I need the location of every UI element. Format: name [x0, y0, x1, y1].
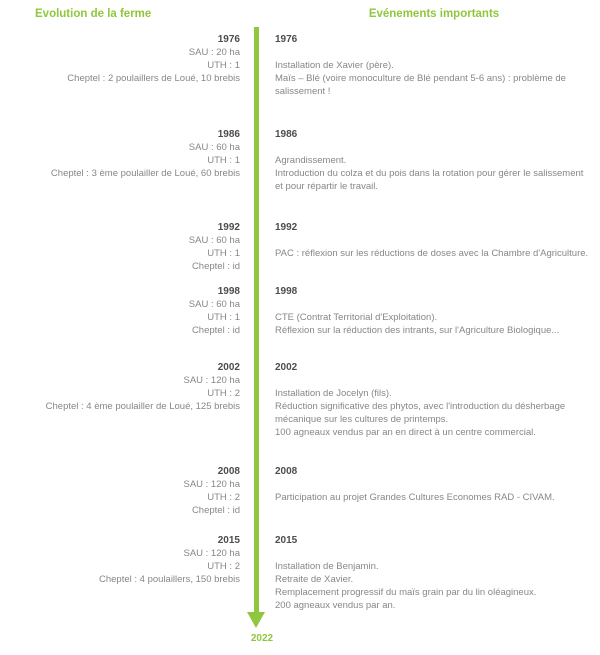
- event-block: 1998 CTE (Contrat Territorial d'Exploita…: [275, 285, 593, 337]
- timeline-axis-line: [254, 27, 259, 612]
- event-text: Maïs – Blé (voire monoculture de Blé pen…: [275, 73, 566, 97]
- farm-uth: UTH : 1: [207, 60, 240, 71]
- farm-year: 1992: [217, 222, 240, 233]
- farm-sau: SAU : 60 ha: [188, 299, 240, 310]
- farm-uth: UTH : 2: [207, 561, 240, 572]
- farm-state-block: 2008 SAU : 120 ha UTH : 2 Cheptel : id: [0, 465, 240, 517]
- farm-cheptel: Cheptel : 4 poulaillers, 150 brebis: [98, 574, 240, 585]
- event-text: Participation au projet Grandes Cultures…: [275, 492, 555, 503]
- farm-state-block: 1998 SAU : 60 ha UTH : 1 Cheptel : id: [0, 285, 240, 337]
- farm-uth: UTH : 2: [207, 492, 240, 503]
- event-year: 2008: [275, 466, 298, 477]
- event-lines: Installation de Xavier (père). Maïs – Blé…: [275, 59, 593, 98]
- farm-cheptel: Cheptel : 2 poulaillers de Loué, 10 breb…: [67, 73, 240, 84]
- left-column-header: Evolution de la ferme: [35, 8, 152, 20]
- farm-sau: SAU : 120 ha: [183, 548, 240, 559]
- farm-state-block: 1976 SAU : 20 ha UTH : 1 Cheptel : 2 pou…: [0, 33, 240, 85]
- right-column-header: Evénements importants: [368, 8, 500, 20]
- event-year: 1976: [275, 34, 298, 45]
- farm-year: 1998: [217, 286, 240, 297]
- event-text: Remplacement progressif du maïs grain pa…: [275, 587, 537, 598]
- farm-uth: UTH : 1: [207, 312, 240, 323]
- farm-year: 1976: [217, 34, 240, 45]
- farm-uth: UTH : 1: [207, 155, 240, 166]
- event-block: 2015 Installation de Benjamin. Retraite d…: [275, 534, 593, 612]
- farm-sau: SAU : 20 ha: [188, 47, 240, 58]
- farm-cheptel: Cheptel : 4 ème poulailler de Loué, 125 …: [45, 401, 240, 412]
- farm-uth: UTH : 1: [207, 248, 240, 259]
- event-text: Agrandissement.: [275, 155, 347, 166]
- event-lines: CTE (Contrat Territorial d'Exploitation)…: [275, 311, 593, 337]
- event-lines: Participation au projet Grandes Cultures…: [275, 491, 593, 504]
- farm-sau: SAU : 60 ha: [188, 142, 240, 153]
- farm-state-block: 2002 SAU : 120 ha UTH : 2 Cheptel : 4 èm…: [0, 361, 240, 413]
- farm-state-block: 1986 SAU : 60 ha UTH : 1 Cheptel : 3 ème…: [0, 128, 240, 180]
- farm-uth: UTH : 2: [207, 388, 240, 399]
- farm-state-block: 2015 SAU : 120 ha UTH : 2 Cheptel : 4 po…: [0, 534, 240, 586]
- event-text: Réflexion sur la réduction des intrants,…: [275, 325, 560, 336]
- event-text: Introduction du colza et du pois dans la…: [275, 168, 584, 192]
- event-year: 1992: [275, 222, 298, 233]
- event-block: 1986 Agrandissement. Introduction du colz…: [275, 128, 593, 193]
- farm-year: 1986: [217, 129, 240, 140]
- event-text: 100 agneaux vendus par an en direct à un…: [275, 427, 536, 438]
- event-text: PAC : réflexion sur les réductions de do…: [275, 248, 589, 259]
- event-block: 1976 Installation de Xavier (père). Maïs …: [275, 33, 593, 98]
- event-block: 2002 Installation de Jocelyn (fils). Rédu…: [275, 361, 593, 439]
- event-text: 200 agneaux vendus par an.: [275, 600, 396, 611]
- event-text: Installation de Jocelyn (fils).: [275, 388, 392, 399]
- timeline-end-year: 2022: [250, 633, 274, 644]
- farm-state-block: 1992 SAU : 60 ha UTH : 1 Cheptel : id: [0, 221, 240, 273]
- arrow-down-icon: [247, 612, 265, 628]
- event-lines: Agrandissement. Introduction du colza et …: [275, 154, 593, 193]
- farm-year: 2008: [217, 466, 240, 477]
- farm-sau: SAU : 60 ha: [188, 235, 240, 246]
- event-block: 2008 Participation au projet Grandes Cul…: [275, 465, 593, 504]
- event-text: Réduction significative des phytos, avec…: [275, 401, 566, 425]
- event-text: Installation de Xavier (père).: [275, 60, 394, 71]
- event-lines: PAC : réflexion sur les réductions de do…: [275, 247, 593, 260]
- event-lines: Installation de Benjamin. Retraite de Xav…: [275, 560, 593, 612]
- farm-cheptel: Cheptel : id: [191, 261, 240, 272]
- farm-sau: SAU : 120 ha: [183, 375, 240, 386]
- event-text: Installation de Benjamin.: [275, 561, 379, 572]
- farm-cheptel: Cheptel : 3 ème poulailler de Loué, 60 b…: [50, 168, 240, 179]
- farm-cheptel: Cheptel : id: [191, 325, 240, 336]
- event-text: Retraite de Xavier.: [275, 574, 354, 585]
- event-text: CTE (Contrat Territorial d'Exploitation)…: [275, 312, 438, 323]
- event-block: 1992 PAC : réflexion sur les réductions …: [275, 221, 593, 260]
- farm-sau: SAU : 120 ha: [183, 479, 240, 490]
- event-year: 1998: [275, 286, 298, 297]
- event-year: 2015: [275, 535, 298, 546]
- event-lines: Installation de Jocelyn (fils). Réduction…: [275, 387, 593, 439]
- event-year: 2002: [275, 362, 298, 373]
- event-year: 1986: [275, 129, 298, 140]
- farm-cheptel: Cheptel : id: [191, 505, 240, 516]
- farm-year: 2015: [217, 535, 240, 546]
- farm-year: 2002: [217, 362, 240, 373]
